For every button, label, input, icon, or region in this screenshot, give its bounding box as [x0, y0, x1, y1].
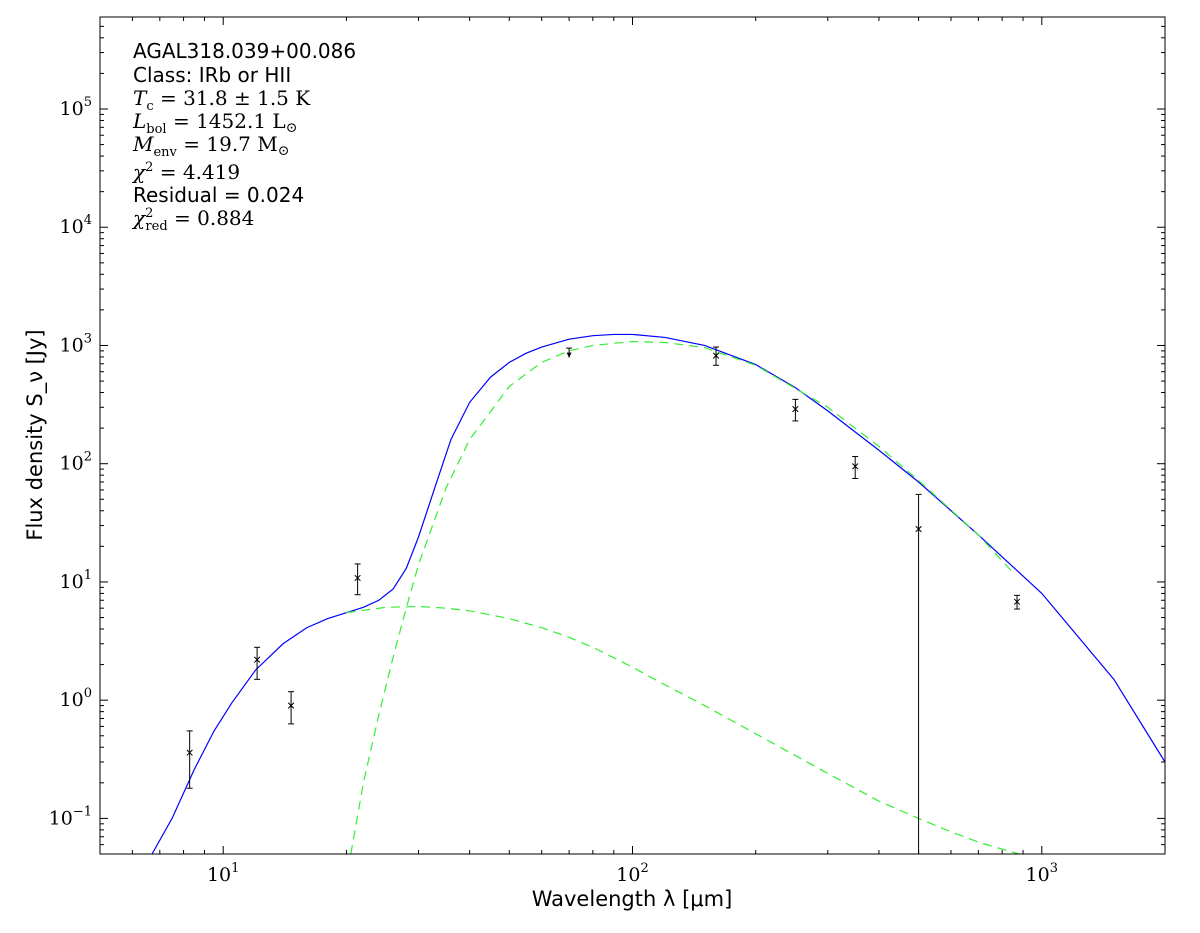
point-marker: [253, 656, 261, 663]
x-axis-title: Wavelength λ [μm]: [532, 887, 733, 911]
data-point-2: [287, 691, 295, 725]
series-line-2: [346, 605, 1020, 854]
y-tick-label: 103: [60, 331, 92, 356]
point-marker: [792, 405, 799, 413]
data-point-0: [186, 730, 193, 789]
source-name: AGAL318.039+00.086: [133, 39, 356, 63]
y-tick-label: 101: [60, 568, 92, 593]
data-point-9: [1013, 594, 1021, 610]
data-point-7: [852, 456, 859, 479]
point-marker: [186, 749, 193, 756]
data-point-1: [253, 646, 261, 680]
data-point-3: [354, 563, 361, 596]
tc-line: Tc = 31.8 ± 1.5 K: [133, 86, 311, 114]
point-marker: [915, 525, 922, 533]
point-marker: [852, 463, 859, 470]
data-point-8: [915, 493, 922, 854]
point-marker: [354, 574, 361, 582]
y-axis-title: Flux density S_ν [Jy]: [23, 329, 48, 540]
chi2-red-line: χ2 red = 0.884: [131, 206, 254, 234]
series-layer: [151, 333, 1165, 854]
point-marker: [1013, 598, 1021, 605]
y-tick-label: 105: [60, 95, 92, 120]
class-line: Class: IRb or HII: [133, 63, 291, 87]
x-tick-label: 101: [207, 861, 239, 886]
upper-limit-arrow: [566, 352, 572, 358]
point-marker: [712, 352, 720, 359]
ticks-layer: 101 102 103 10−1 100 101 102 103 104 105: [49, 16, 1166, 886]
data-point-4: [566, 347, 573, 358]
data-point-6: [792, 398, 799, 422]
point-marker: [287, 702, 295, 709]
series-line-0: [151, 333, 1165, 854]
data-point-5: [712, 346, 720, 366]
y-tick-label: 104: [60, 213, 92, 238]
annotation-block: AGAL318.039+00.086 Class: IRb or HII Tc …: [131, 39, 356, 234]
series-line-1: [350, 340, 1014, 854]
chi2-line: χ2 = 4.419: [131, 160, 240, 184]
y-tick-label: 10−1: [49, 804, 92, 829]
data-points-layer: [186, 346, 1021, 854]
lbol-line: Lbol = 1452.1 L⊙: [132, 109, 297, 137]
menv-line: Menv = 19.7 M⊙: [132, 132, 289, 160]
y-tick-label: 100: [60, 686, 92, 711]
x-tick-label: 102: [616, 861, 648, 886]
y-tick-label: 102: [60, 450, 92, 475]
residual-line: Residual = 0.024: [133, 183, 304, 207]
x-tick-label: 103: [1026, 861, 1058, 886]
